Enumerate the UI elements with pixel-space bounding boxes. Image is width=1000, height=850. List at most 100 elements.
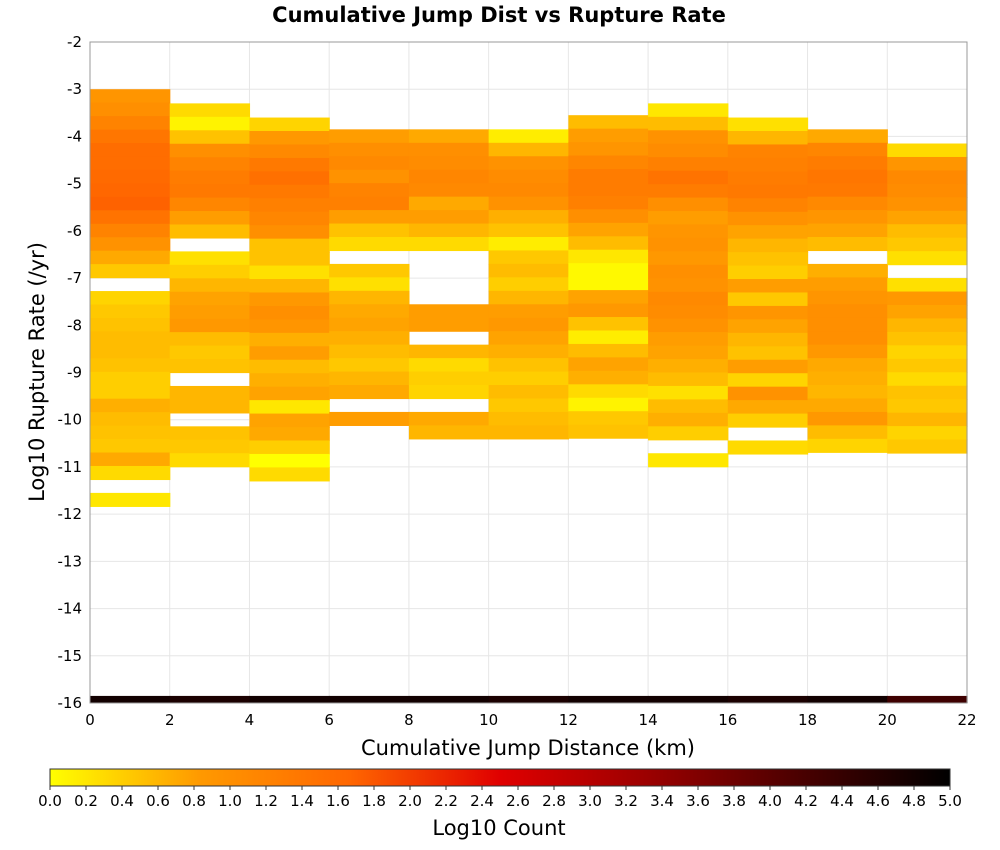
heatmap-cell [727, 292, 809, 307]
heatmap-cell [488, 236, 569, 252]
heatmap-base-cell [648, 695, 729, 703]
heatmap-cell [249, 386, 330, 401]
x-tick-label-4: 8 [404, 711, 414, 729]
heatmap-cell [169, 426, 251, 441]
x-tick-label-7: 14 [639, 711, 658, 729]
y-tick-label-8: -10 [58, 411, 83, 429]
heatmap-cell [169, 103, 251, 118]
heatmap-cell [408, 142, 490, 157]
heatmap-cell [488, 344, 569, 359]
heatmap-cell [408, 223, 490, 238]
heatmap-cell [807, 438, 888, 453]
heatmap-cell [329, 183, 410, 198]
heatmap-cell [408, 210, 490, 225]
heatmap-cell [169, 264, 251, 279]
heatmap-cell [727, 184, 809, 199]
heatmap-cell [887, 224, 968, 239]
heatmap-cell [887, 372, 968, 387]
heatmap-cell [90, 89, 171, 104]
x-tick-label-2: 4 [245, 711, 255, 729]
heatmap-cell [90, 210, 171, 225]
heatmap-cell [568, 290, 649, 305]
heatmap-cell [488, 371, 569, 386]
heatmap-cell [727, 319, 809, 334]
heatmap-cell [727, 130, 809, 146]
heatmap-base-cell [807, 695, 888, 703]
heatmap-cell [249, 265, 330, 280]
heatmap-cell [568, 236, 649, 251]
heatmap-cell [90, 116, 171, 131]
heatmap-base-cell [329, 695, 410, 703]
heatmap-cell [488, 250, 569, 265]
x-axis-ticks: 0 2 4 6 8 10 12 14 16 18 20 22 [85, 711, 976, 729]
heatmap-cell [568, 195, 649, 210]
heatmap-cell [568, 384, 649, 399]
heatmap-cell [169, 170, 251, 185]
heatmap-cell [488, 210, 569, 225]
heatmap-cell [90, 398, 171, 413]
heatmap-cell [169, 116, 251, 131]
heatmap-cell [807, 344, 888, 359]
heatmap-cell [249, 400, 330, 415]
heatmap-cell [329, 385, 410, 400]
heatmap-cell [648, 237, 729, 252]
heatmap-cell [807, 425, 888, 440]
colorbar-tick-label-3: 0.6 [146, 792, 170, 810]
heatmap-cell [807, 385, 888, 400]
heatmap-cell [648, 278, 729, 293]
colorbar-tick-label-2: 0.4 [110, 792, 134, 810]
heatmap-cell [648, 130, 729, 145]
heatmap-cell [169, 318, 251, 333]
heatmap-base-cell [249, 695, 330, 703]
colorbar-tick-label-11: 2.2 [434, 792, 458, 810]
x-tick-label-10: 20 [878, 711, 897, 729]
colorbar-tick-label-15: 3.0 [578, 792, 602, 810]
x-tick-label-6: 12 [559, 711, 578, 729]
heatmap-cell [329, 317, 410, 332]
heatmap-cell [807, 142, 888, 157]
heatmap-cell [249, 130, 330, 146]
x-tick-label-5: 10 [479, 711, 498, 729]
heatmap-cell [727, 117, 809, 132]
heatmap-cell [408, 425, 490, 440]
colorbar-tick-label-1: 0.2 [74, 792, 98, 810]
heatmap-cell [408, 385, 490, 400]
heatmap-cells [90, 89, 968, 703]
heatmap-cell [90, 304, 171, 319]
heatmap-cell [488, 196, 569, 211]
heatmap-cell [249, 157, 330, 172]
heatmap-cell [90, 237, 171, 252]
heatmap-cell [887, 412, 968, 427]
heatmap-base-cell [488, 695, 569, 703]
heatmap-cell [648, 103, 729, 118]
y-tick-label-12: -14 [58, 600, 83, 618]
heatmap-cell [408, 304, 490, 319]
heatmap-cell [648, 157, 729, 172]
colorbar-tick-label-25: 5.0 [938, 792, 962, 810]
colorbar-tick-label-0: 0.0 [38, 792, 62, 810]
heatmap-cell [488, 263, 569, 278]
heatmap-cell [408, 411, 490, 426]
y-tick-label-5: -7 [67, 269, 82, 287]
heatmap-cell [249, 440, 330, 455]
heatmap-cell [90, 250, 171, 265]
x-tick-label-8: 16 [718, 711, 737, 729]
heatmap-cell [807, 358, 888, 373]
heatmap-cell [329, 156, 410, 171]
heatmap-cell [90, 183, 171, 198]
colorbar-tick-label-12: 2.4 [470, 792, 494, 810]
heatmap-cell [648, 264, 729, 279]
heatmap-cell [249, 373, 330, 388]
colorbar-tick-label-13: 2.6 [506, 792, 530, 810]
heatmap-cell [648, 318, 729, 333]
heatmap-cell [408, 156, 490, 171]
heatmap-cell [488, 142, 569, 157]
heatmap-cell [727, 225, 809, 240]
heatmap-cell [887, 331, 968, 346]
heatmap-cell [648, 345, 729, 360]
heatmap-cell [807, 331, 888, 346]
heatmap-cell [568, 209, 649, 224]
heatmap-cell [887, 318, 968, 333]
heatmap-cell [249, 198, 330, 213]
colorbar-tick-label-4: 0.8 [182, 792, 206, 810]
